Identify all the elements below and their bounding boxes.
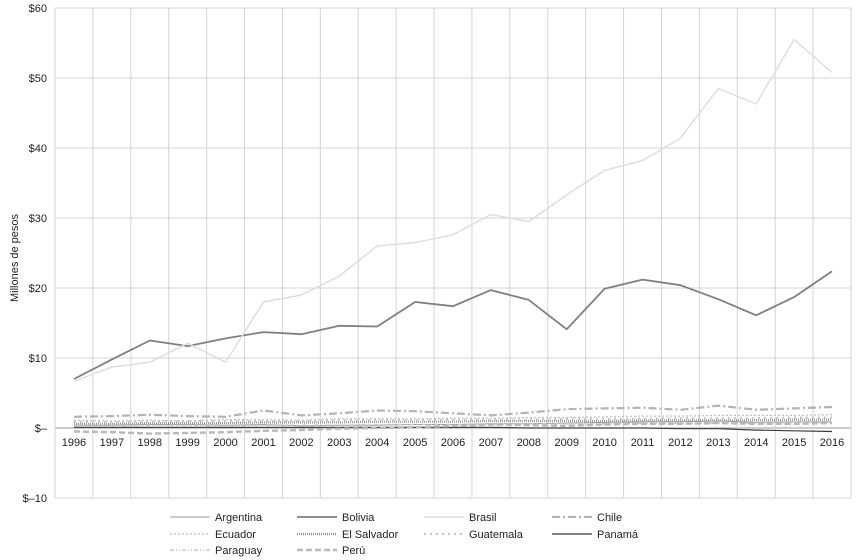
x-tick-label: 2002: [289, 437, 313, 449]
legend-label: Perú: [342, 545, 365, 557]
legend-label: Ecuador: [215, 529, 256, 541]
y-tick-label: $–10: [23, 493, 47, 505]
series-line-bolivia: [73, 270, 833, 380]
x-tick-label: 2015: [782, 437, 806, 449]
x-tick-label: 2009: [554, 437, 578, 449]
x-tick-label: 2008: [517, 437, 541, 449]
legend-label: Bolivia: [342, 512, 375, 524]
x-tick-label: 2013: [706, 437, 730, 449]
x-tick-label: 2006: [441, 437, 465, 449]
series-line-chile: [73, 404, 833, 418]
series-line-perú: [73, 421, 833, 435]
x-tick-label: 1998: [138, 437, 162, 449]
series-line-el-salvador: [74, 418, 832, 425]
x-tick-label: 2010: [592, 437, 616, 449]
x-tick-label: 2014: [744, 437, 768, 449]
legend-label: Guatemala: [469, 529, 524, 541]
x-tick-label: 2016: [820, 437, 844, 449]
y-tick-label: $40: [29, 143, 47, 155]
legend-label: Argentina: [215, 512, 263, 524]
x-tick-label: 2011: [631, 437, 655, 449]
y-tick-label: $50: [29, 73, 47, 85]
x-tick-label: 2004: [365, 437, 389, 449]
x-tick-label: 2001: [251, 437, 275, 449]
x-tick-label: 2003: [327, 437, 351, 449]
grid-lines: [54, 7, 852, 499]
x-tick-label: 2000: [213, 437, 237, 449]
series-line-paraguay: [74, 421, 832, 427]
series-lines: [73, 38, 833, 435]
y-tick-label: $30: [29, 213, 47, 225]
series-line-brasil: [73, 38, 833, 382]
y-tick-label: $10: [29, 353, 47, 365]
legend-label: Paraguay: [215, 545, 263, 557]
x-tick-label: 2005: [403, 437, 427, 449]
legend-label: Brasil: [469, 512, 497, 524]
legend-label: Chile: [597, 512, 622, 524]
x-tick-label: 2012: [668, 437, 692, 449]
y-tick-label: $20: [29, 283, 47, 295]
x-tick-label: 1996: [62, 437, 86, 449]
x-tick-label: 2007: [479, 437, 503, 449]
legend: Argentina Bolivia Brasil Chile Ecuador El Sal…: [170, 512, 639, 557]
legend-label: El Salvador: [342, 529, 399, 541]
x-axis-ticks: 1996 1997 1998 1999 2000 2001 2002 2003 2004 2005…: [62, 437, 845, 449]
x-tick-label: 1997: [100, 437, 124, 449]
y-tick-label: $60: [29, 3, 47, 15]
legend-label: Panamá: [597, 529, 639, 541]
x-tick-label: 1999: [175, 437, 199, 449]
y-axis-label: Millones de pesos: [9, 213, 21, 302]
y-axis-ticks: $60 $50 $40 $30 $20 $10 $– $–10: [23, 3, 48, 505]
series-line-guatemala: [74, 416, 832, 423]
y-tick-label: $–: [35, 423, 48, 435]
series-line-panamá: [74, 426, 833, 433]
